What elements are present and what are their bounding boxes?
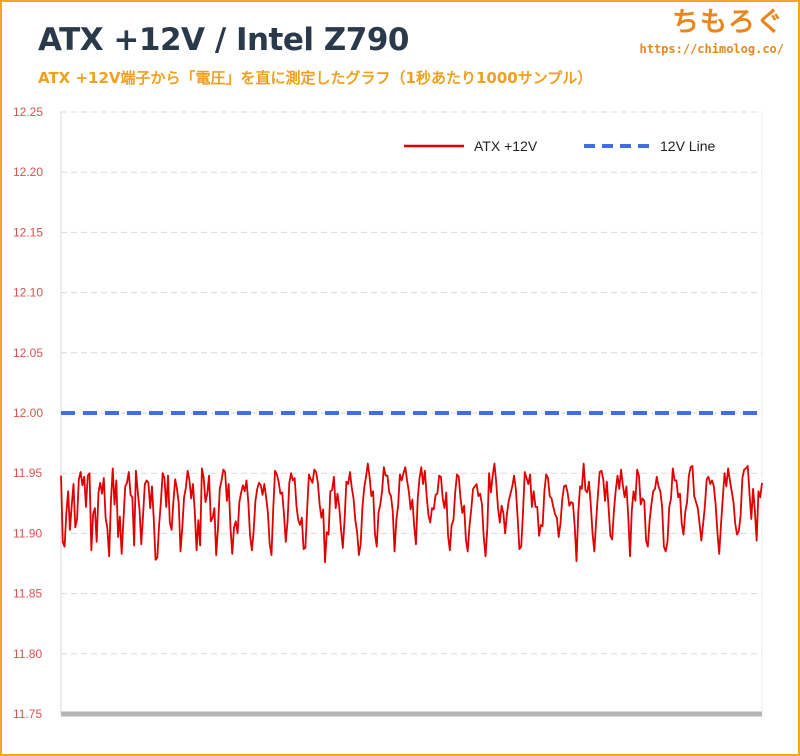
brand-logo: ちもろぐ https://chimolog.co/ [640, 6, 785, 56]
y-tick-label: 12.25 [13, 105, 43, 119]
y-tick-label: 12.05 [13, 346, 43, 360]
y-axis-ticks: 12.25 12.20 12.15 12.10 12.05 12.00 11.95 11.90… [13, 105, 43, 721]
chart-subtitle: ATX +12V端子から「電圧」を直に測定したグラフ（1秒あたり1000サンプル… [38, 69, 593, 87]
series-layer [60, 411, 763, 564]
y-tick-label: 12.20 [13, 165, 43, 179]
series-line-atx-12v [60, 462, 763, 564]
y-tick-label: 11.75 [13, 707, 42, 721]
y-tick-label: 12.10 [13, 286, 43, 300]
brand-name: ちもろぐ [672, 7, 784, 38]
y-tick-label: 11.85 [13, 587, 42, 601]
y-tick-label: 12.00 [13, 406, 43, 420]
brand-url: https://chimolog.co/ [639, 42, 785, 56]
y-tick-label: 12.15 [13, 225, 43, 239]
grid-lines [60, 111, 763, 717]
legend: ATX +12V 12V Line [404, 138, 715, 154]
legend-label-atx-12v: ATX +12V [474, 138, 538, 154]
legend-label-12v-line: 12V Line [660, 138, 715, 154]
y-tick-label: 11.80 [13, 647, 42, 661]
y-tick-label: 11.90 [13, 526, 42, 540]
chart-title: ATX +12V / Intel Z790 [38, 22, 410, 58]
y-tick-label: 11.95 [13, 466, 42, 480]
